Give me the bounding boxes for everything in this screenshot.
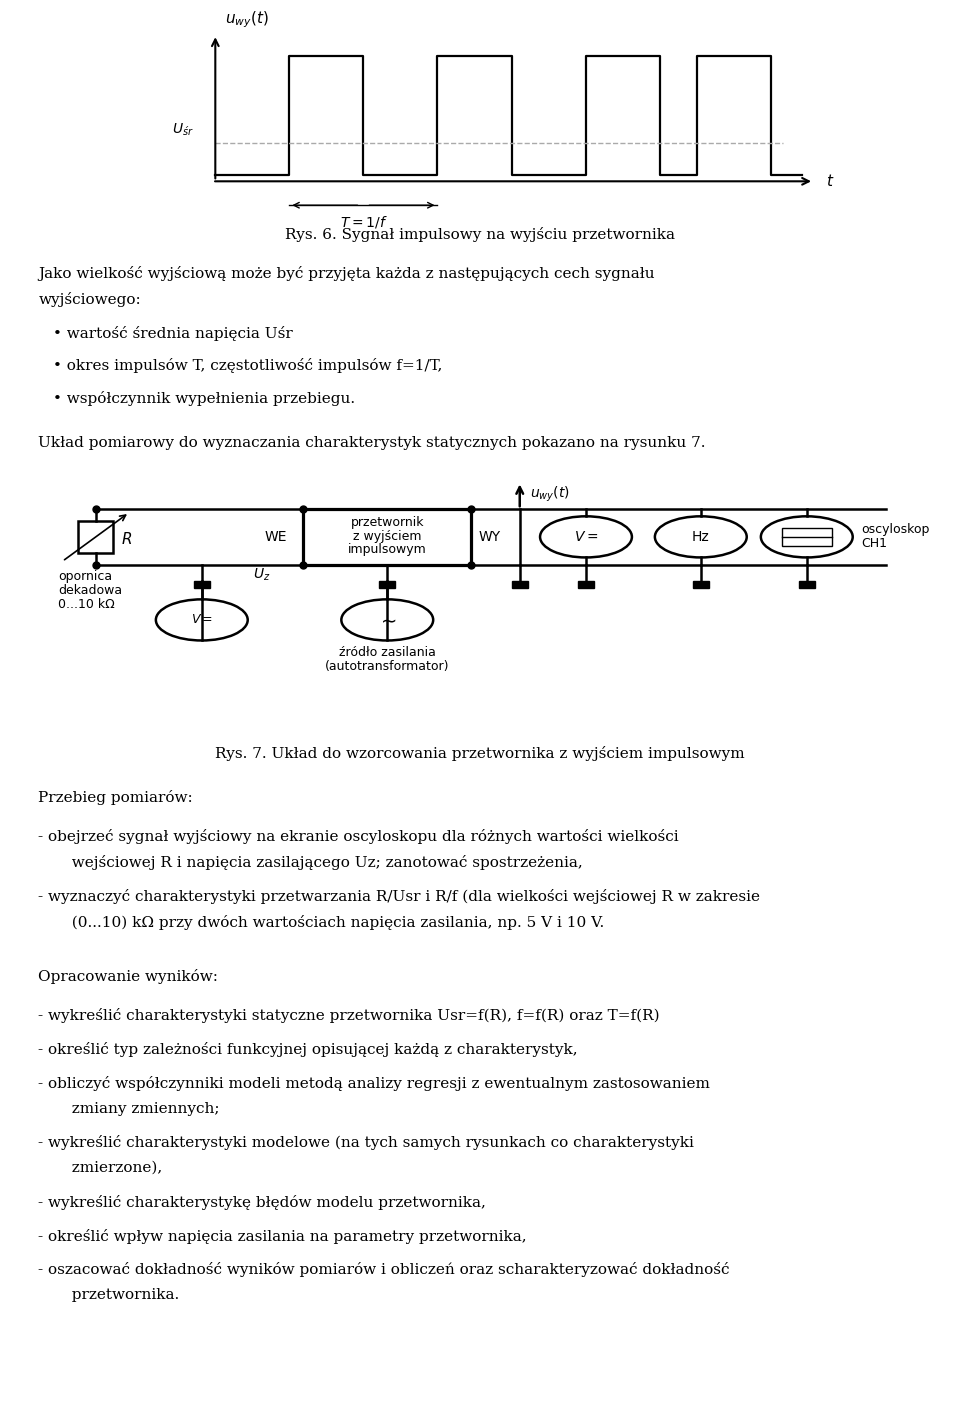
Text: $V=$: $V=$ (574, 530, 598, 544)
Text: $\sim$: $\sim$ (377, 611, 397, 629)
Bar (782, 528, 831, 545)
Text: - wykreślić charakterystykę błędów modelu przetwornika,: - wykreślić charakterystykę błędów model… (38, 1195, 487, 1210)
Bar (799, 581, 815, 588)
Text: wyjściowego:: wyjściowego: (38, 291, 141, 307)
Text: WE: WE (265, 530, 287, 544)
Text: Przebieg pomiarów:: Przebieg pomiarów: (38, 790, 193, 806)
Text: przetwornika.: przetwornika. (62, 1288, 180, 1302)
Text: Układ pomiarowy do wyznaczania charakterystyk statycznych pokazano na rysunku 7.: Układ pomiarowy do wyznaczania charakter… (38, 436, 706, 450)
Text: • współczynnik wypełnienia przebiegu.: • współczynnik wypełnienia przebiegu. (53, 391, 355, 406)
Text: $T=1/f$: $T=1/f$ (340, 213, 387, 230)
Text: $u_{wy}(t)$: $u_{wy}(t)$ (530, 485, 570, 504)
Text: $U_{śr}$: $U_{śr}$ (172, 122, 194, 139)
Bar (512, 581, 528, 588)
Text: dekadowa: dekadowa (58, 584, 122, 597)
Text: $U_z$: $U_z$ (253, 566, 271, 583)
Bar (78, 521, 113, 552)
Text: opornica: opornica (58, 570, 112, 583)
Text: Rys. 6. Sygnał impulsowy na wyjściu przetwornika: Rys. 6. Sygnał impulsowy na wyjściu prze… (285, 227, 675, 242)
Text: (autotransformator): (autotransformator) (325, 660, 449, 674)
Text: $V=$: $V=$ (191, 614, 213, 626)
Text: impulsowym: impulsowym (348, 544, 426, 556)
Bar (379, 581, 396, 588)
Text: $t$: $t$ (827, 174, 835, 189)
Bar (194, 581, 209, 588)
Text: zmierzone),: zmierzone), (62, 1161, 162, 1175)
Text: Hz: Hz (692, 530, 709, 544)
Text: oscyloskop: oscyloskop (861, 523, 930, 537)
Text: $R$: $R$ (121, 531, 132, 546)
Text: Rys. 7. Układ do wzorcowania przetwornika z wyjściem impulsowym: Rys. 7. Układ do wzorcowania przetwornik… (215, 745, 745, 761)
Text: - określić typ zależności funkcyjnej opisującej każdą z charakterystyk,: - określić typ zależności funkcyjnej opi… (38, 1042, 578, 1056)
Text: Opracowanie wyników:: Opracowanie wyników: (38, 969, 219, 985)
Text: - obejrzeć sygnał wyjściowy na ekranie oscyloskopu dla różnych wartości wielkośc: - obejrzeć sygnał wyjściowy na ekranie o… (38, 829, 679, 845)
Text: - oszacować dokładność wyników pomiarów i obliczeń oraz scharakteryzować dokładn: - oszacować dokładność wyników pomiarów … (38, 1262, 730, 1278)
Bar (578, 581, 594, 588)
Text: przetwornik: przetwornik (350, 517, 424, 530)
Text: • okres impulsów T, częstotliwość impulsów f=1/T,: • okres impulsów T, częstotliwość impuls… (53, 359, 443, 373)
Text: zmiany zmiennych;: zmiany zmiennych; (62, 1101, 220, 1115)
Text: (0...10) kΩ przy dwóch wartościach napięcia zasilania, np. 5 V i 10 V.: (0...10) kΩ przy dwóch wartościach napię… (62, 915, 605, 930)
Text: źródło zasilania: źródło zasilania (339, 646, 436, 660)
Bar (303, 509, 471, 565)
Bar (693, 581, 708, 588)
Text: WY: WY (478, 530, 500, 544)
Text: wejściowej R i napięcia zasilającego Uz; zanotować spostrzeżenia,: wejściowej R i napięcia zasilającego Uz;… (62, 855, 583, 870)
Text: - obliczyć współczynniki modeli metodą analizy regresji z ewentualnym zastosowan: - obliczyć współczynniki modeli metodą a… (38, 1076, 710, 1090)
Text: z wyjściem: z wyjściem (353, 530, 421, 542)
Text: - określić wpływ napięcia zasilania na parametry przetwornika,: - określić wpływ napięcia zasilania na p… (38, 1229, 527, 1244)
Text: - wyznaczyć charakterystyki przetwarzania R/Usr i R/f (dla wielkości wejściowej : - wyznaczyć charakterystyki przetwarzani… (38, 890, 760, 904)
Text: Jako wielkość wyjściową może być przyjęta każda z następujących cech sygnału: Jako wielkość wyjściową może być przyjęt… (38, 266, 655, 282)
Text: - wykreślić charakterystyki modelowe (na tych samych rysunkach co charakterystyk: - wykreślić charakterystyki modelowe (na… (38, 1135, 694, 1150)
Text: 0...10 kΩ: 0...10 kΩ (58, 598, 114, 611)
Text: - wykreślić charakterystyki statyczne przetwornika Usr=f(R), f=f(R) oraz T=f(R): - wykreślić charakterystyki statyczne pr… (38, 1009, 660, 1023)
Text: CH1: CH1 (861, 538, 888, 551)
Text: • wartość średnia napięcia Uśr: • wartość średnia napięcia Uśr (53, 326, 293, 340)
Text: $u_{wy}(t)$: $u_{wy}(t)$ (225, 8, 268, 29)
